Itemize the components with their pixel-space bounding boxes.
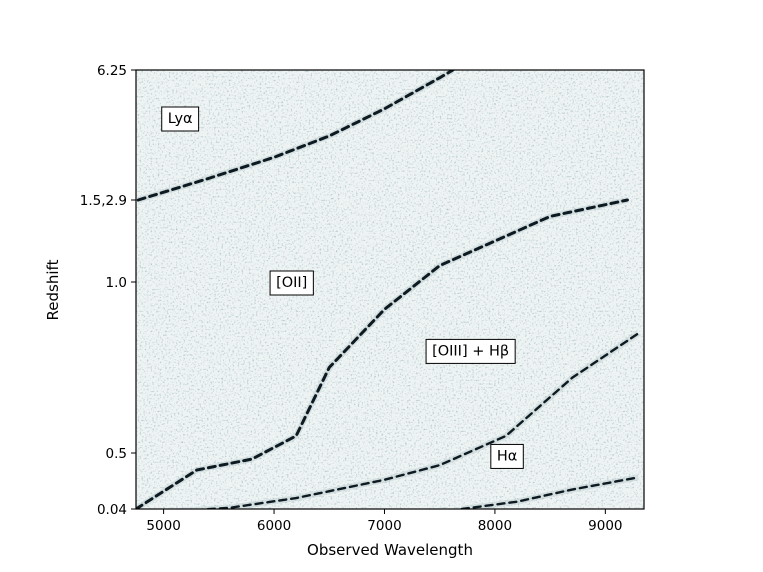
plot-noise	[136, 70, 644, 509]
x-tick-label: 6000	[257, 518, 291, 534]
annotation-box	[161, 106, 200, 132]
annotation-text: Lyα	[168, 111, 193, 127]
annotations: Lyα [OII] [OIII] + Hβ Hα	[161, 106, 524, 469]
x-axis-label: Observed Wavelength	[307, 541, 473, 559]
y-axis: 0.04 0.5 1.0 1.5,2.9 6.25	[80, 63, 136, 518]
y-tick-label: 0.04	[97, 502, 127, 518]
annotation-label: [OII]	[269, 270, 314, 296]
emission-lines	[136, 70, 641, 509]
y-tick-label: 1.5,2.9	[80, 193, 127, 209]
annotation-box	[269, 270, 314, 296]
annotation-label: Lyα	[161, 106, 200, 132]
emission-line-track	[192, 332, 640, 509]
emission-line-track	[136, 70, 455, 202]
plot-area: Lyα [OII] [OIII] + Hβ Hα	[135, 69, 645, 510]
x-tick-label: 9000	[588, 518, 622, 534]
y-tick-label: 6.25	[97, 63, 127, 79]
annotation-text: Hα	[497, 448, 517, 464]
x-tick-label: 8000	[478, 518, 512, 534]
y-tick-label: 1.0	[106, 275, 127, 291]
x-tick-label: 7000	[367, 518, 401, 534]
x-axis: 5000 6000 7000 8000 9000	[146, 509, 623, 534]
emission-line-track	[460, 476, 640, 509]
emission-line-track	[136, 198, 629, 509]
plot-frame	[135, 69, 645, 510]
annotation-label: [OIII] + Hβ	[425, 338, 516, 364]
annotation-text: [OIII] + Hβ	[432, 343, 509, 359]
annotation-box	[425, 338, 516, 364]
y-axis-label: Redshift	[44, 259, 62, 320]
annotation-box	[490, 443, 524, 469]
annotation-label: Hα	[490, 443, 524, 469]
annotation-text: [OII]	[276, 275, 307, 291]
y-tick-label: 0.5	[106, 446, 127, 462]
x-tick-label: 5000	[146, 518, 180, 534]
